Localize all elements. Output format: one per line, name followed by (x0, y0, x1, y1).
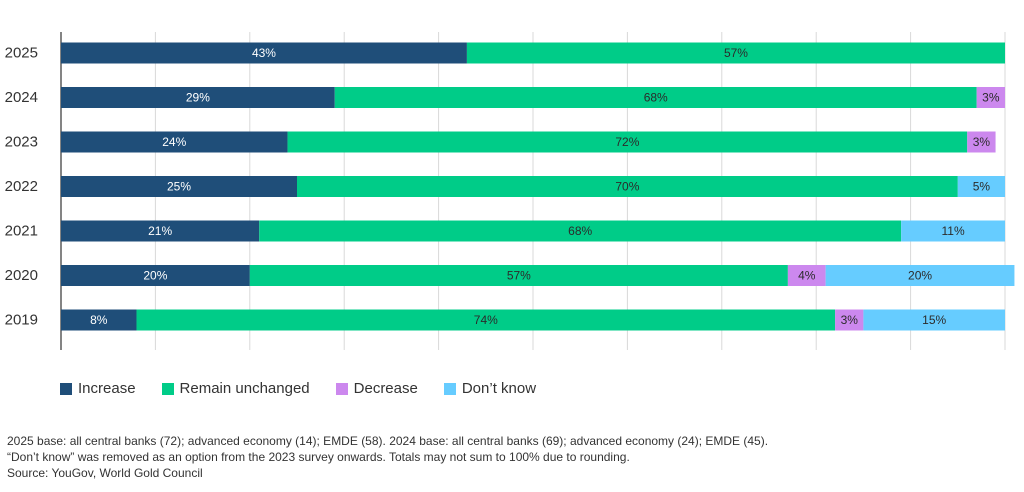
bar-remain-unchanged-2024 (334, 87, 977, 108)
data-label-don-t-know-2019: 15% (922, 313, 946, 327)
bar-don-t-know-2021 (901, 220, 1005, 242)
data-label-increase-2020: 20% (143, 269, 167, 283)
y-tick-label-2020: 2020 (5, 267, 38, 284)
data-label-don-t-know-2021: 11% (942, 224, 965, 238)
legend-swatch-remain-unchanged (161, 382, 174, 395)
legend-item-increase: Increase (60, 380, 136, 397)
base-note: 2025 base: all central banks (72); advan… (7, 434, 769, 448)
legend-label-remain-unchanged: Remain unchanged (179, 380, 310, 397)
data-label-don-t-know-2022: 5% (973, 180, 991, 194)
data-label-remain-unchanged-2025: 57% (724, 46, 748, 60)
bar-increase-2025 (61, 42, 467, 64)
legend-swatch-dont-know (443, 382, 456, 395)
bar-don-t-know-2020 (825, 265, 1015, 286)
data-label-remain-unchanged-2020: 57% (507, 269, 531, 283)
source-note: Source: YouGov, World Gold Council (7, 466, 203, 480)
bar-increase-2021 (61, 220, 260, 242)
data-label-increase-2021: 21% (148, 224, 172, 238)
legend: Increase Remain unchanged Decrease Don’t… (60, 380, 536, 397)
bar-decrease-2019 (835, 309, 864, 331)
bar-remain-unchanged-2019 (136, 309, 836, 331)
legend-item-dont-know: Don’t know (443, 380, 537, 397)
y-tick-label-2021: 2021 (5, 223, 38, 240)
data-label-decrease-2019: 3% (841, 313, 859, 327)
data-label-remain-unchanged-2019: 74% (474, 313, 498, 327)
y-tick-label-2022: 2022 (5, 178, 38, 195)
data-label-remain-unchanged-2024: 68% (644, 91, 668, 105)
bar-don-t-know-2022 (957, 176, 1005, 197)
bar-remain-unchanged-2023 (287, 131, 968, 153)
bar-increase-2023 (61, 131, 288, 153)
bar-increase-2024 (61, 87, 335, 108)
bar-remain-unchanged-2021 (259, 220, 902, 242)
bar-increase-2019 (61, 309, 137, 331)
bar-remain-unchanged-2025 (466, 42, 1005, 64)
legend-item-remain-unchanged: Remain unchanged (161, 380, 310, 397)
data-label-increase-2019: 8% (90, 313, 108, 327)
legend-label-decrease: Decrease (353, 380, 418, 397)
bar-decrease-2020 (787, 265, 826, 286)
data-label-increase-2023: 24% (162, 135, 186, 149)
legend-swatch-decrease (335, 382, 348, 395)
y-tick-label-2023: 2023 (5, 134, 38, 151)
bar-remain-unchanged-2020 (249, 265, 788, 286)
dont-know-note: “Don’t know” was removed as an option fr… (7, 450, 630, 464)
data-label-increase-2025: 43% (252, 46, 276, 60)
bar-increase-2020 (61, 265, 250, 286)
bar-decrease-2024 (976, 87, 1005, 108)
stacked-bar-chart: 2025 43% 57% 2024 29% 68% 3% 2023 24% 72% 3% 2022 25… (5, 32, 1015, 350)
legend-label-increase: Increase (78, 380, 136, 397)
chart-notes: 2025 base: all central banks (72); advan… (7, 433, 768, 481)
legend-swatch-increase (60, 382, 72, 395)
legend-label-dont-know: Don’t know (461, 380, 537, 397)
data-label-remain-unchanged-2021: 68% (568, 224, 592, 238)
y-tick-label-2025: 2025 (5, 45, 38, 62)
data-label-decrease-2020: 4% (798, 269, 816, 283)
data-label-remain-unchanged-2022: 70% (615, 180, 639, 194)
bar-remain-unchanged-2022 (297, 176, 958, 197)
data-label-increase-2024: 29% (186, 91, 210, 105)
data-label-remain-unchanged-2023: 72% (615, 135, 639, 149)
data-label-increase-2022: 25% (167, 180, 191, 194)
data-label-don-t-know-2020: 20% (908, 269, 932, 283)
bar-decrease-2023 (967, 131, 996, 153)
bar-don-t-know-2019 (863, 309, 1005, 331)
y-tick-label-2024: 2024 (5, 89, 38, 106)
data-label-decrease-2024: 3% (982, 91, 1000, 105)
data-label-decrease-2023: 3% (973, 135, 991, 149)
bar-increase-2022 (61, 176, 297, 197)
y-tick-label-2019: 2019 (5, 312, 38, 329)
legend-item-decrease: Decrease (335, 380, 418, 397)
